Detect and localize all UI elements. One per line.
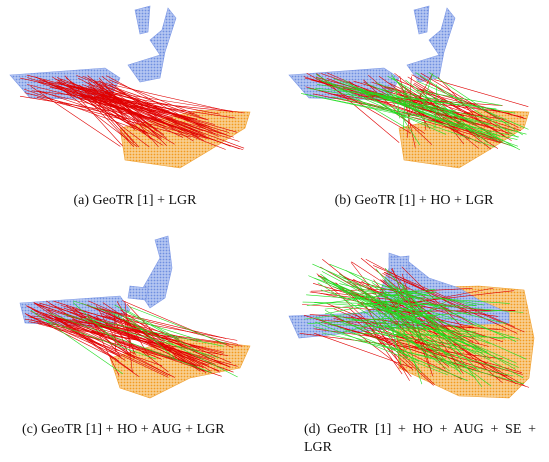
- caption: (a) GeoTR [1] + LGR: [0, 192, 270, 210]
- registration-image: [0, 0, 270, 180]
- source-cloud: [414, 6, 429, 34]
- figure: {"figures": [ {"caption": "(a) GeoTR [1]…: [0, 0, 549, 462]
- registration-image: [279, 0, 549, 180]
- caption: (b) GeoTR [1] + HO + LGR: [279, 192, 549, 210]
- source-cloud: [135, 6, 150, 34]
- caption: (d) GeoTR [1] + HO + AUG + SE + LGR: [304, 421, 536, 457]
- source-cloud: [128, 286, 148, 300]
- source-cloud: [128, 8, 176, 82]
- source-cloud: [407, 8, 455, 82]
- registration-image: [279, 228, 549, 408]
- registration-image: [0, 228, 270, 408]
- caption: (c) GeoTR [1] + HO + AUG + LGR: [22, 421, 254, 439]
